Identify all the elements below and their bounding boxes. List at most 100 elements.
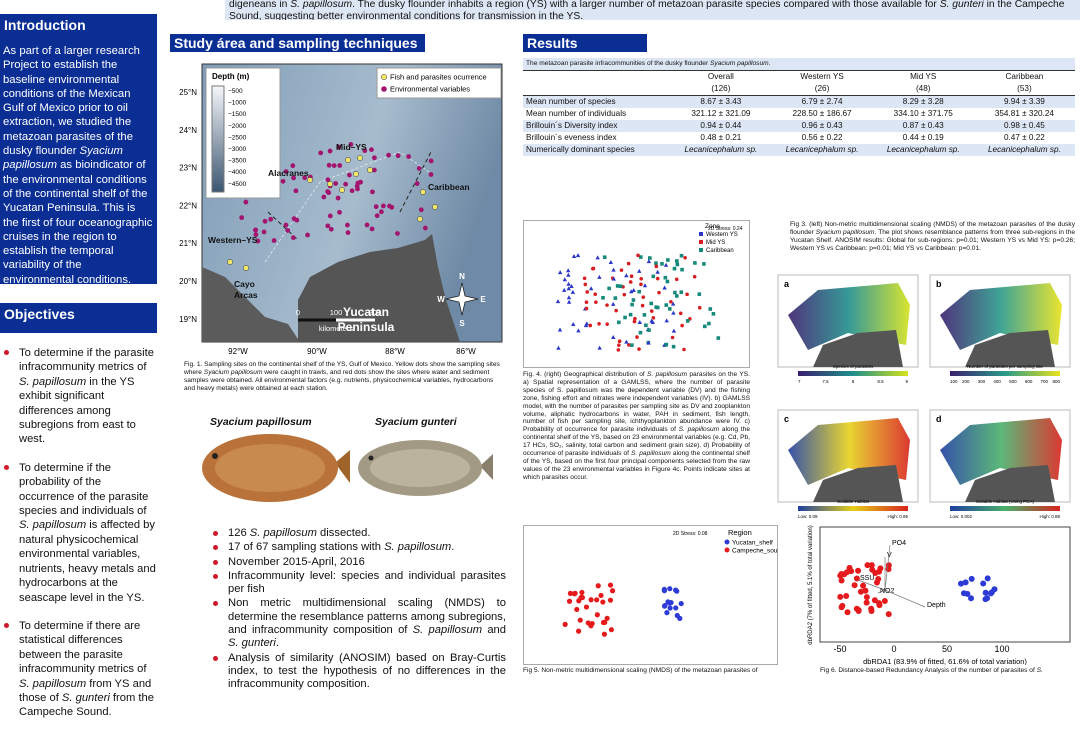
italic-text: S. papillosum [249, 527, 317, 539]
point [664, 303, 669, 307]
point [600, 599, 606, 605]
colorbar-tick: 800 [1052, 379, 1060, 384]
point [646, 340, 651, 345]
lat-tick-label: 24°N [179, 126, 197, 135]
point [575, 628, 582, 634]
point [862, 587, 869, 594]
map-legend [376, 67, 502, 99]
site [253, 232, 259, 238]
region-label: Mid–YS [336, 142, 367, 152]
site [271, 238, 277, 243]
point [617, 343, 621, 347]
point [674, 612, 680, 619]
depth-colorbar [211, 85, 225, 193]
point [982, 589, 989, 596]
point [868, 605, 875, 612]
point [619, 268, 624, 272]
fish [202, 434, 350, 502]
site [345, 157, 351, 163]
site [307, 177, 313, 183]
table-cell: 0.87 ± 0.43 [872, 120, 974, 132]
point [664, 610, 670, 616]
section-heading: Study área and sampling techniques [170, 34, 425, 52]
table-cell: 354.81 ± 320.24 [994, 109, 1054, 118]
point [575, 253, 581, 258]
point [864, 562, 871, 569]
point [588, 323, 593, 328]
point [617, 320, 621, 325]
compass-label: E [480, 295, 486, 304]
point [980, 580, 987, 587]
table-cell: The metazoan parasite infracommunities o… [523, 58, 1075, 71]
table-cell: (53) [1017, 84, 1032, 93]
table-cell: Numerically dominant species [523, 144, 671, 156]
text-run: Fig 5. Non-metric multidimensional scali… [523, 667, 758, 674]
text-run: Non metric multidimensional scaling (NMD… [228, 597, 506, 637]
text-run: To determine if the parasite infracommun… [19, 347, 154, 374]
legend-title: Zone [705, 223, 720, 230]
text-run: . The plot shows resemblance patterns fr… [790, 228, 1075, 252]
point [855, 608, 862, 615]
point [642, 313, 647, 317]
table-row: The metazoan parasite infracommunities o… [523, 58, 1075, 71]
point [655, 269, 660, 274]
method: Infracommunity level: species and indivi… [213, 570, 506, 597]
point [566, 299, 572, 304]
text-run: 17 of 67 sampling stations with [228, 541, 385, 554]
site [369, 226, 375, 232]
point [618, 284, 623, 289]
site [371, 155, 377, 161]
point [566, 281, 571, 286]
point [697, 292, 702, 296]
table-cell: Mean number of individuals [526, 109, 627, 118]
site [327, 148, 333, 154]
vector [857, 579, 886, 591]
colorbar-tick: 7 [798, 379, 801, 384]
point [562, 277, 568, 282]
point [872, 570, 879, 577]
x-tick-label: 0 [891, 644, 896, 654]
point [671, 310, 676, 315]
point [594, 300, 598, 304]
legend-label: Caribbean [706, 248, 734, 254]
point [617, 339, 622, 344]
site [347, 172, 352, 178]
point [629, 289, 634, 294]
table-cell: (126) [711, 84, 731, 93]
site [428, 158, 434, 164]
point [641, 295, 646, 299]
point [597, 274, 602, 279]
table-cell: 9.94 ± 3.39 [973, 95, 1075, 108]
site [348, 142, 354, 147]
text-run: parasites on the YS. a) Spatial represen… [523, 371, 751, 434]
legend-marker [380, 73, 388, 81]
point [595, 583, 601, 589]
table-cell: Overall [670, 70, 772, 83]
point [571, 322, 576, 327]
table-row: Mean number of individuals 321.12 ± 321.0… [523, 108, 1075, 120]
site [370, 189, 375, 195]
point [661, 586, 667, 592]
point [673, 290, 677, 295]
italic-text: Syacium papillosum [203, 369, 263, 376]
text-run: To determine if there are statistical di… [19, 619, 147, 676]
text-run: Analysis of similarity (ANOSIM) based on… [228, 651, 506, 691]
text-run: were caught in trawls, and red dots show… [184, 369, 494, 392]
legend-marker [381, 86, 387, 92]
table-cell: Mid YS [872, 70, 974, 83]
legend-marker [699, 232, 703, 236]
land [298, 234, 460, 342]
lon-tick-label: 86°W [456, 347, 476, 356]
point [594, 597, 600, 603]
site [253, 227, 258, 233]
point [588, 597, 594, 603]
point [680, 267, 684, 272]
compass-label: S [459, 319, 465, 328]
point [583, 282, 588, 287]
point [646, 259, 652, 264]
point [667, 586, 673, 592]
point [644, 323, 648, 328]
depth-tick-label: −4000 [228, 169, 247, 176]
colorbar-tick: 8.5 [877, 379, 884, 384]
point [623, 315, 627, 320]
